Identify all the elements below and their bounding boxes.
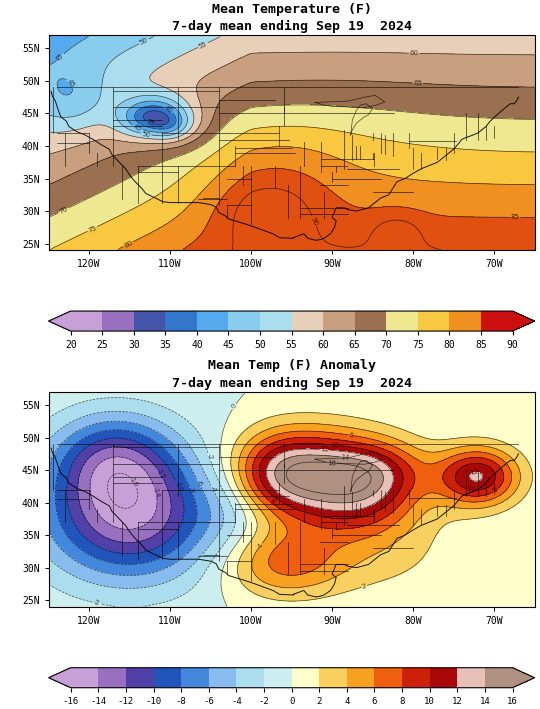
Text: -10: -10 — [173, 480, 184, 493]
Text: 60: 60 — [410, 50, 419, 56]
Text: -8: -8 — [187, 486, 195, 495]
Text: 75: 75 — [87, 224, 98, 233]
Text: -16: -16 — [129, 476, 140, 489]
Text: -4: -4 — [208, 485, 217, 493]
PathPatch shape — [512, 668, 535, 688]
Text: 16: 16 — [327, 459, 336, 466]
Text: -2: -2 — [205, 452, 213, 461]
Text: 45: 45 — [132, 123, 143, 133]
Text: -14: -14 — [151, 486, 160, 498]
Text: 55: 55 — [198, 40, 208, 50]
Text: 10: 10 — [467, 486, 476, 493]
Text: 85: 85 — [511, 214, 519, 220]
Text: 50: 50 — [139, 37, 149, 46]
Text: 12: 12 — [469, 469, 480, 476]
Text: 8: 8 — [492, 486, 499, 494]
Text: 35: 35 — [145, 118, 155, 128]
Text: 8: 8 — [268, 498, 275, 506]
PathPatch shape — [512, 311, 535, 331]
Text: -2: -2 — [92, 599, 100, 607]
Text: 90: 90 — [310, 216, 319, 227]
Text: 45: 45 — [55, 52, 65, 62]
Text: 10: 10 — [330, 442, 340, 449]
Text: 40: 40 — [163, 105, 174, 115]
Text: 4: 4 — [257, 542, 264, 549]
Title: Mean Temp (F) Anomaly
7-day mean ending Sep 19  2024: Mean Temp (F) Anomaly 7-day mean ending … — [172, 359, 411, 389]
Title: Mean Temperature (F)
7-day mean ending Sep 19  2024: Mean Temperature (F) 7-day mean ending S… — [172, 3, 411, 33]
Text: 2: 2 — [361, 583, 367, 590]
Text: 0: 0 — [231, 403, 238, 410]
PathPatch shape — [49, 311, 71, 331]
Text: 80: 80 — [123, 240, 133, 249]
Text: 65: 65 — [413, 80, 422, 86]
Text: 14: 14 — [340, 454, 349, 461]
Text: 70: 70 — [58, 206, 69, 215]
Text: -12: -12 — [155, 467, 166, 480]
Text: 50: 50 — [141, 130, 151, 138]
Text: -6: -6 — [195, 479, 203, 488]
Text: 12: 12 — [320, 447, 329, 453]
Text: 45: 45 — [66, 78, 76, 89]
PathPatch shape — [49, 668, 71, 688]
Text: 6: 6 — [348, 432, 354, 439]
